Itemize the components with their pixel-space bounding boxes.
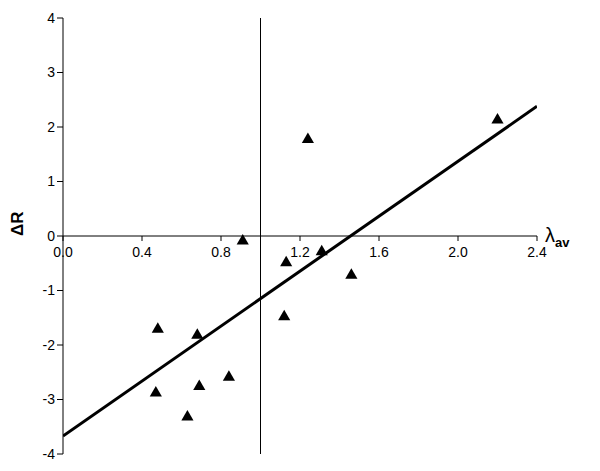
svg-text:4: 4 [47, 10, 55, 26]
svg-text:2.4: 2.4 [527, 244, 547, 260]
svg-text:2.0: 2.0 [448, 244, 468, 260]
svg-text:-4: -4 [43, 446, 56, 462]
svg-text:0.4: 0.4 [132, 244, 152, 260]
svg-text:1: 1 [47, 173, 55, 189]
svg-text:0.0: 0.0 [53, 244, 73, 260]
svg-text:-2: -2 [43, 337, 56, 353]
svg-text:0: 0 [47, 228, 55, 244]
svg-text:-3: -3 [43, 391, 56, 407]
svg-text:2: 2 [47, 119, 55, 135]
svg-text:0.8: 0.8 [211, 244, 231, 260]
svg-text:λav: λav [545, 224, 570, 250]
svg-text:1.2: 1.2 [290, 244, 310, 260]
svg-text:3: 3 [47, 64, 55, 80]
svg-text:-1: -1 [43, 282, 56, 298]
svg-text:1.6: 1.6 [369, 244, 389, 260]
svg-text:ΔR: ΔR [8, 212, 27, 237]
